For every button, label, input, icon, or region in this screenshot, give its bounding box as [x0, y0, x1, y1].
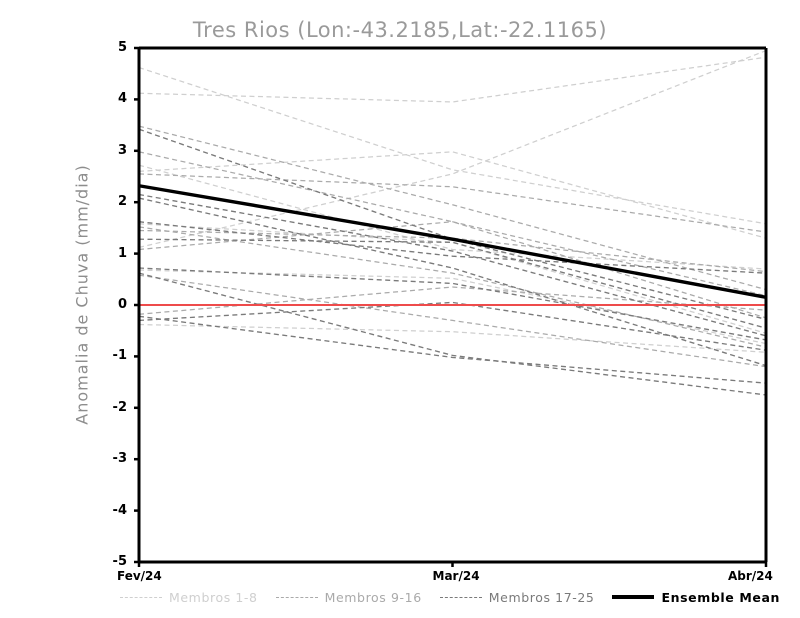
member-line [138, 151, 767, 239]
member-line [138, 164, 767, 270]
series-layer [138, 49, 767, 396]
y-tick-label: 0 [117, 297, 127, 312]
y-tick-label: 4 [117, 91, 127, 107]
x-tick-label: Fev/24 [117, 569, 162, 583]
member-line [138, 315, 767, 384]
member-line [138, 151, 767, 319]
y-tick-label: 3 [117, 142, 127, 158]
member-line [138, 274, 767, 368]
legend-line-swatch [275, 596, 318, 598]
y-tick-label: -1 [112, 348, 127, 364]
member-line [138, 49, 767, 249]
ensemble-mean-layer [138, 184, 767, 299]
y-tick-label: -5 [112, 554, 127, 569]
member-line [138, 238, 767, 329]
legend-item: Membros 1-8 [120, 590, 258, 605]
legend-item: Membros 9-16 [275, 589, 422, 605]
y-tick-label: 1 [117, 245, 127, 261]
page-title: Tres Rios (Lon:-43.2185,Lat:-22.1165) [192, 18, 608, 42]
legend-line-swatch [612, 595, 655, 599]
member-line [138, 56, 767, 103]
member-line [138, 323, 767, 353]
axes-layer [134, 46, 768, 567]
legend-label: Membros 1-8 [169, 589, 258, 605]
legend-label: Ensemble Mean [661, 589, 780, 605]
member-line [138, 193, 767, 337]
member-line [138, 272, 767, 396]
member-line [138, 267, 767, 341]
member-line [138, 125, 767, 291]
legend-line-swatch [439, 596, 482, 598]
member-line [138, 128, 767, 321]
legend-label: Membros 9-16 [324, 589, 422, 605]
y-tick-label: -3 [112, 451, 127, 467]
legend-item: Membros 17-25 [439, 589, 595, 605]
y-tick-label: -4 [112, 502, 127, 518]
x-tick-label: Abr/24 [728, 569, 773, 583]
legend-item: Ensemble Mean [612, 590, 780, 605]
member-line [138, 301, 767, 351]
y-tick-label: 5 [117, 40, 127, 55]
legend-line-swatch [120, 596, 162, 598]
legend-label: Membros 17-25 [488, 589, 595, 605]
y-tick-label: -2 [112, 399, 127, 415]
chart-legend: Membros 1-8 Membros 9-16 Membros 17-25 Ense… [120, 586, 780, 608]
y-tick-label: 2 [117, 194, 127, 210]
member-line [138, 226, 767, 348]
x-tick-label: Mar/24 [432, 569, 480, 583]
member-line [138, 173, 767, 233]
member-line [138, 221, 767, 274]
member-line [138, 223, 767, 334]
member-line [138, 197, 767, 367]
ensemble-mean-line [138, 184, 767, 299]
